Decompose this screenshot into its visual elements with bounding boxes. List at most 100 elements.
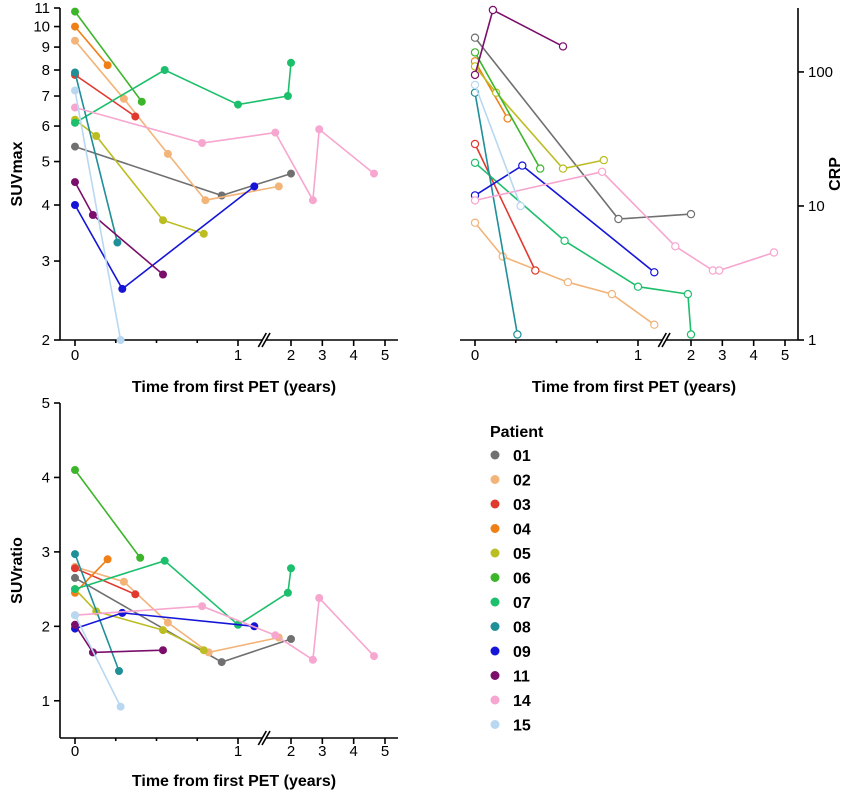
series-04 <box>71 22 112 70</box>
series-line-05 <box>474 65 604 170</box>
data-point-07 <box>560 236 569 245</box>
x-axis-title: Time from first PET (years) <box>132 773 336 790</box>
data-point-11 <box>71 620 80 629</box>
data-point-05 <box>199 229 208 238</box>
y-axis-title: SUVmax <box>9 141 26 206</box>
data-point-07 <box>71 118 80 127</box>
y-tick-label: 10 <box>808 198 825 215</box>
data-point-07 <box>283 588 292 597</box>
data-point-04 <box>103 555 112 564</box>
legend-marker <box>490 720 500 729</box>
series-14 <box>71 594 378 664</box>
series-08 <box>71 68 122 247</box>
data-point-02 <box>650 320 659 329</box>
legend-marker <box>490 695 500 705</box>
series-03 <box>470 139 540 275</box>
y-tick-label: 5 <box>42 395 50 412</box>
series-line-01 <box>474 37 665 220</box>
y-tick-label: 9 <box>42 39 50 56</box>
axis-break-mark <box>257 332 267 348</box>
y-tick-label: 100 <box>808 64 833 81</box>
data-point-09 <box>518 161 527 170</box>
legend-item-11: 11 <box>490 669 530 686</box>
legend-label: 14 <box>513 693 531 710</box>
y-tick-label: 1 <box>808 332 816 349</box>
axis-break-mark <box>661 332 671 348</box>
legend-marker <box>490 622 500 631</box>
data-point-05 <box>158 216 167 225</box>
data-point-05 <box>199 646 208 655</box>
series-line-07 <box>74 559 265 626</box>
legend-marker <box>490 450 500 460</box>
series-15 <box>470 80 525 211</box>
data-point-03 <box>131 590 140 599</box>
series-line-05 <box>74 588 205 651</box>
data-point-07 <box>286 58 295 67</box>
series-line-08 <box>474 92 519 335</box>
data-point-07 <box>683 289 693 299</box>
series-line-03 <box>74 74 136 118</box>
data-point-05 <box>92 131 101 140</box>
data-point-15 <box>71 611 80 620</box>
legend-label: 06 <box>513 571 531 588</box>
data-point-14 <box>369 169 378 178</box>
y-tick-label: 5 <box>42 154 50 171</box>
data-point-06 <box>470 48 480 57</box>
data-point-14 <box>769 248 779 257</box>
y-axis-title: CRP <box>827 157 844 191</box>
data-point-14 <box>597 167 607 176</box>
data-point-07 <box>686 330 696 339</box>
x-tick-label: 5 <box>381 347 389 364</box>
series-line-06 <box>74 11 143 103</box>
data-point-07 <box>470 158 480 167</box>
data-point-15 <box>71 86 80 95</box>
y-tick-label: 2 <box>42 332 50 349</box>
y-tick-label: 3 <box>42 544 50 561</box>
axis-break-mark <box>261 332 271 348</box>
legend-label: 11 <box>513 669 530 686</box>
legend: Patient 01 02 03 04 05 06 07 08 09 11 14 15 <box>490 424 544 735</box>
legend-title: Patient <box>490 424 544 441</box>
data-point-11 <box>558 42 568 51</box>
data-point-02 <box>71 36 80 45</box>
x-tick-label: 4 <box>349 743 357 760</box>
data-point-02 <box>163 149 172 158</box>
data-point-15 <box>516 201 525 211</box>
chart-panel-crp: 1 10 100 CRP 0 1 2 3 4 5 Time from first PET (year… <box>460 5 844 396</box>
x-axis-title: Time from first PET (years) <box>532 379 736 396</box>
series-09 <box>71 182 259 293</box>
data-point-02 <box>201 196 210 205</box>
x-tick-label: 2 <box>287 347 295 364</box>
legend-item-07: 07 <box>490 595 531 612</box>
series-08 <box>470 88 522 339</box>
legend-item-09: 09 <box>490 644 531 661</box>
data-point-14 <box>198 138 207 147</box>
x-tick-label: 0 <box>71 743 79 760</box>
data-point-07 <box>71 585 80 594</box>
data-point-08 <box>71 68 80 77</box>
y-tick-label: 2 <box>42 618 50 635</box>
data-point-06 <box>71 7 80 16</box>
legend-item-14: 14 <box>490 693 531 710</box>
series-06 <box>71 465 145 562</box>
legend-label: 09 <box>513 644 531 661</box>
series-02 <box>71 36 283 205</box>
data-point-02 <box>563 278 573 287</box>
legend-marker <box>490 597 500 607</box>
axis-break-mark <box>657 332 667 348</box>
legend-label: 07 <box>513 595 531 612</box>
data-point-01 <box>71 142 80 151</box>
data-point-09 <box>650 268 659 277</box>
data-point-02 <box>607 289 617 299</box>
x-tick-label: 0 <box>471 347 479 364</box>
data-point-04 <box>103 61 112 70</box>
series-07 <box>470 158 696 339</box>
data-point-15 <box>116 335 125 344</box>
series-05 <box>470 62 609 173</box>
legend-label: 08 <box>513 620 531 637</box>
y-tick-label: 6 <box>42 118 50 135</box>
legend-marker <box>490 499 500 509</box>
data-point-06 <box>136 553 145 562</box>
data-point-11 <box>88 210 97 219</box>
y-tick-label: 3 <box>42 253 50 270</box>
